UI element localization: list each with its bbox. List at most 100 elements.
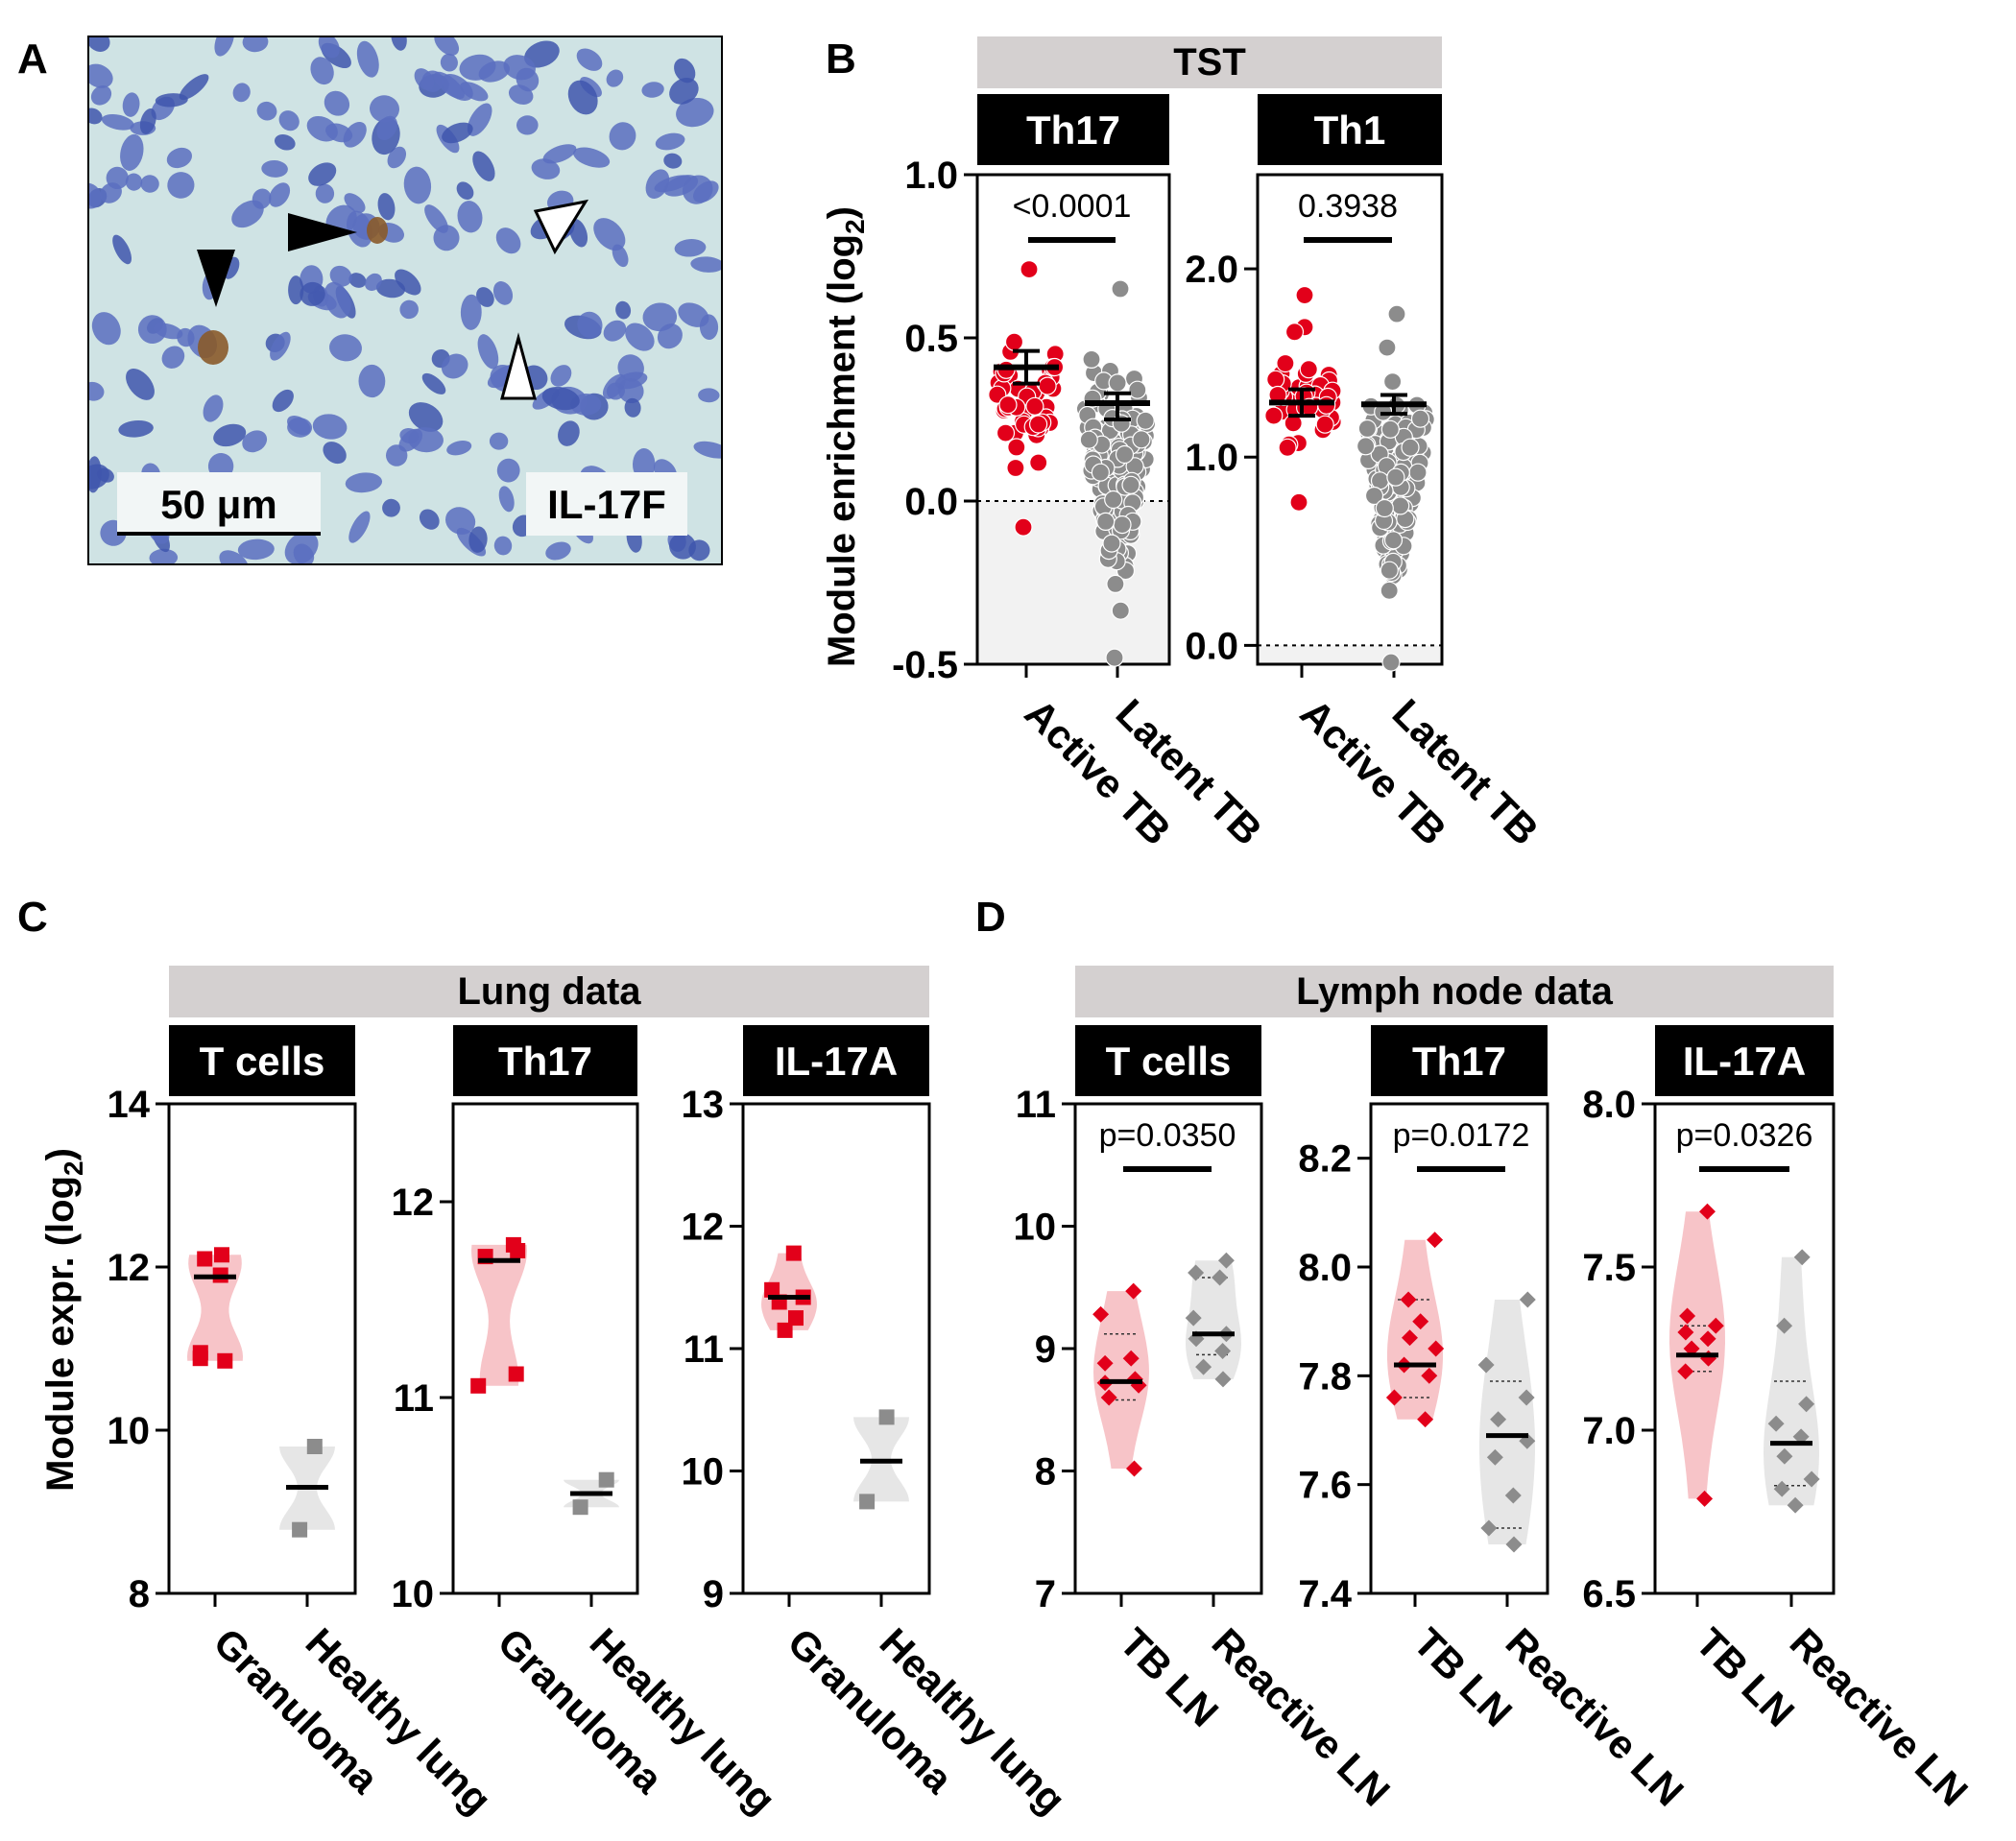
data-point — [1699, 1203, 1716, 1220]
data-point — [1696, 1490, 1714, 1507]
data-point — [1111, 279, 1130, 299]
data-point — [1122, 1350, 1140, 1367]
negative-region — [1258, 645, 1442, 664]
data-point — [1385, 1389, 1403, 1406]
data-point — [1486, 1448, 1503, 1466]
nucleus — [545, 541, 571, 561]
data-point — [1793, 1249, 1811, 1266]
nucleus — [468, 526, 488, 553]
y-tick-label: 13 — [682, 1084, 725, 1126]
nucleus — [310, 57, 334, 85]
nucleus — [508, 84, 534, 105]
facet-box — [169, 1025, 355, 1096]
nucleus — [272, 389, 294, 413]
nucleus — [125, 173, 143, 191]
nucleus — [567, 80, 598, 115]
nucleus — [214, 36, 234, 57]
plot-frame — [1256, 173, 1444, 666]
nucleus — [231, 200, 264, 228]
data-point — [1798, 1396, 1815, 1413]
plot-frame — [451, 1102, 639, 1595]
nucleus — [232, 83, 251, 103]
data-point — [777, 1322, 793, 1338]
data-point — [1025, 396, 1044, 416]
data-point — [1007, 438, 1026, 457]
filled-arrowhead-1 — [197, 250, 235, 307]
nucleus — [655, 132, 685, 151]
data-point — [1417, 1411, 1434, 1428]
open-arrowhead-1 — [533, 199, 589, 255]
data-point — [1356, 437, 1376, 456]
data-point — [1504, 1487, 1522, 1504]
nucleus — [203, 394, 224, 422]
nucleus — [122, 92, 140, 117]
nucleus — [472, 151, 495, 181]
y-tick-label: 8.2 — [1298, 1138, 1352, 1181]
data-point — [1505, 1536, 1523, 1553]
data-point — [1427, 1231, 1444, 1249]
data-point — [785, 1245, 802, 1261]
data-point — [1773, 1480, 1790, 1497]
y-tick-label: 12 — [392, 1182, 435, 1224]
nucleus — [343, 121, 367, 148]
nucleus — [399, 427, 420, 444]
data-point — [1136, 411, 1155, 430]
y-tick-label: 7.5 — [1582, 1247, 1636, 1289]
nucleus — [408, 402, 444, 432]
open-arrowhead-2 — [500, 332, 537, 400]
stain-label: IL-17F — [547, 482, 666, 527]
x-tick-label: TB LN — [1112, 1619, 1228, 1735]
nucleus — [568, 218, 588, 248]
violin — [471, 1244, 527, 1386]
nucleus — [348, 511, 371, 543]
facet-box — [453, 1025, 637, 1096]
stain-label-box — [526, 472, 687, 536]
strip-tst — [977, 36, 1442, 88]
nucleus — [493, 536, 513, 556]
facet-title: Th17 — [1026, 108, 1120, 153]
nucleus — [606, 69, 624, 87]
data-point — [1105, 648, 1124, 667]
nucleus — [329, 265, 352, 287]
data-point — [1383, 531, 1404, 550]
data-point — [1386, 467, 1405, 487]
x-tick-label: TB LN — [1405, 1619, 1522, 1735]
data-point — [878, 1409, 895, 1425]
nucleus — [112, 234, 132, 265]
data-point — [1108, 373, 1127, 393]
facet-box — [743, 1025, 929, 1096]
data-point — [1014, 517, 1033, 537]
data-point — [572, 1499, 588, 1516]
data-point — [1217, 1252, 1235, 1269]
nucleus — [441, 353, 468, 379]
data-point — [1112, 414, 1131, 433]
nucleus — [308, 162, 337, 186]
nucleus — [477, 334, 499, 370]
y-tick-label: 11 — [1016, 1084, 1056, 1126]
data-point — [1699, 1330, 1716, 1348]
nucleus — [654, 175, 691, 193]
nucleus — [433, 225, 460, 251]
data-point — [1803, 1470, 1820, 1488]
panel-letter-b: B — [826, 36, 856, 83]
data-point — [1115, 444, 1135, 465]
y-tick-label: 0.5 — [904, 318, 958, 360]
data-point — [1029, 453, 1048, 472]
y-tick-label: 10 — [108, 1410, 151, 1452]
nucleus — [318, 36, 340, 59]
plot-frame — [167, 1102, 357, 1595]
data-point — [1100, 1389, 1117, 1406]
nucleus — [270, 331, 291, 361]
data-point — [1380, 561, 1399, 580]
facet-box — [977, 94, 1169, 165]
nucleus — [489, 432, 509, 450]
nucleus — [503, 55, 536, 81]
data-point — [470, 1377, 487, 1394]
nucleus — [345, 472, 383, 493]
nucleus — [498, 486, 515, 513]
y-tick-label: 10 — [682, 1451, 725, 1494]
data-point — [598, 1471, 614, 1488]
p-value-label: <0.0001 — [1013, 188, 1132, 225]
data-point — [1787, 1496, 1804, 1514]
